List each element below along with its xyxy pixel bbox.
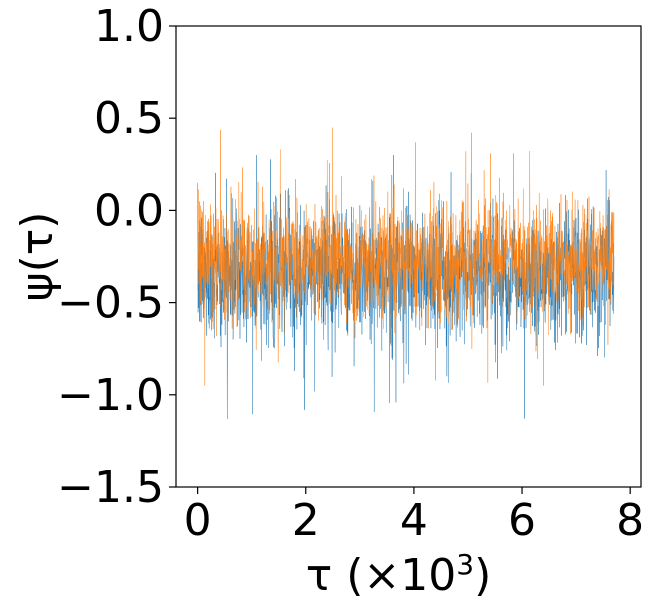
x-axis-label-main: τ (×10 <box>306 550 457 601</box>
y-axis-label: ψ(τ) <box>12 212 63 302</box>
plot-frame <box>175 25 642 488</box>
x-axis-label: τ (×103) <box>306 548 492 601</box>
x-axis-label-close: ) <box>474 550 491 601</box>
x-tick-label: 8 <box>616 495 644 546</box>
x-axis-label-exponent: 3 <box>456 548 474 581</box>
series-layer <box>197 127 615 420</box>
x-tick-label: 0 <box>184 495 212 546</box>
ticks-layer: 0 2 4 6 8 −1.5 −1.0 −0.5 0.0 0.5 1.0 <box>57 1 644 546</box>
y-tick-label: −1.0 <box>57 370 164 421</box>
x-tick-label: 6 <box>508 495 536 546</box>
series-2-line <box>197 127 615 386</box>
x-tick-label: 4 <box>400 495 428 546</box>
y-tick-label: 0.5 <box>94 93 164 144</box>
y-tick-label: 1.0 <box>94 1 164 52</box>
y-tick-label: 0.0 <box>94 185 164 236</box>
x-tick-label: 2 <box>292 495 320 546</box>
y-tick-label: −0.5 <box>57 278 164 329</box>
y-tick-label: −1.5 <box>57 462 164 513</box>
